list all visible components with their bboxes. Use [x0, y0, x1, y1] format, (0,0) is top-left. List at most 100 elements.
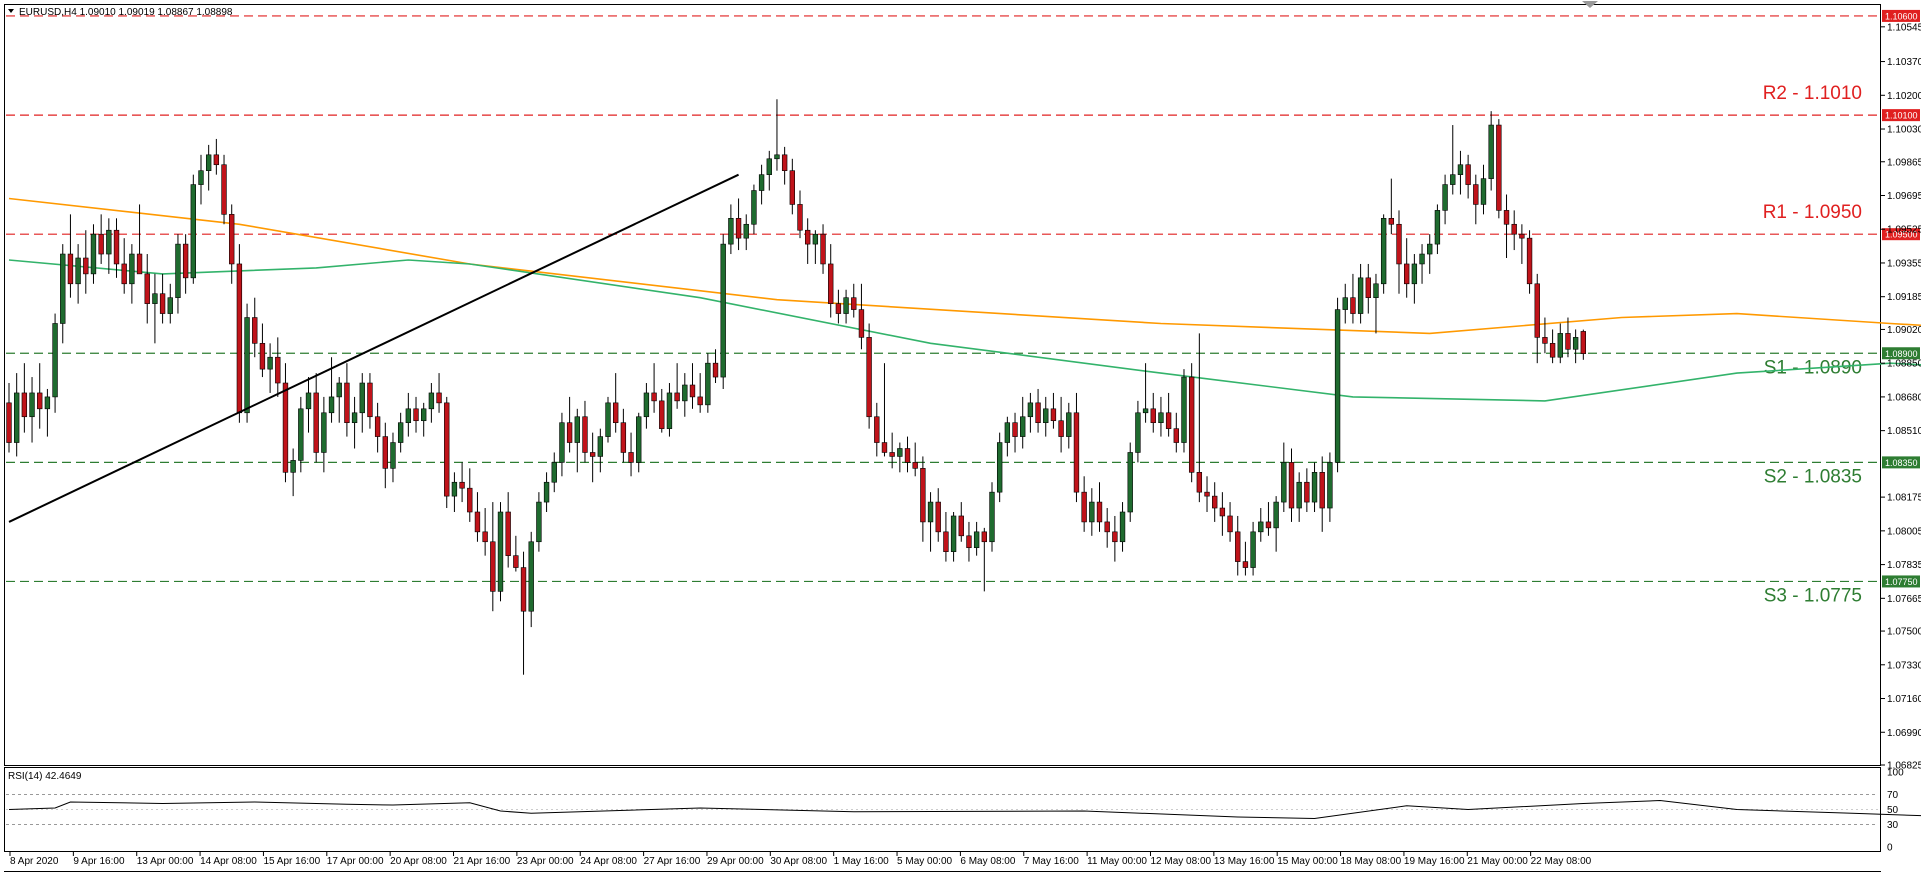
candle [421, 402, 427, 437]
price-tick-label: 1.10200 [1887, 91, 1921, 102]
candle-body-bear [651, 392, 657, 402]
candle-body-bull [536, 501, 542, 543]
candle [1158, 396, 1164, 437]
candle-body-bear [1465, 164, 1471, 185]
candle [566, 396, 573, 453]
price-tick-label: 1.09185 [1887, 292, 1921, 303]
level-label-s2: S2 - 1.0835 [1764, 466, 1862, 487]
candle-body-bull [1572, 337, 1579, 350]
price-tick-label: 1.09695 [1887, 191, 1921, 202]
candle [1288, 448, 1295, 522]
candle [551, 452, 557, 493]
candle-body-bear [935, 501, 941, 533]
candle-body-bull [766, 158, 772, 175]
candle [1511, 210, 1517, 251]
candle-body-bear [236, 263, 243, 414]
time-tick-label: 17 Apr 00:00 [327, 856, 384, 867]
candle [1081, 476, 1087, 532]
candle-body-bull [305, 392, 312, 410]
candle-body-bull [996, 442, 1003, 493]
candle-body-bull [666, 392, 673, 429]
price-tick-label: 1.08510 [1887, 426, 1921, 437]
candle-body-bull [743, 223, 749, 239]
scroll-marker-icon [1582, 1, 1598, 8]
candle [874, 402, 880, 457]
candle [1580, 329, 1587, 360]
candle [1404, 238, 1410, 298]
candle [1142, 363, 1149, 423]
price-tick-label: 1.09865 [1887, 157, 1921, 168]
candle-body-bull [44, 396, 51, 410]
time-tick-label: 24 Apr 08:00 [580, 856, 637, 867]
candle-body-bear [1050, 408, 1057, 422]
uptrend-line-april[interactable] [8, 173, 739, 523]
candle-body-bull [1442, 184, 1448, 211]
candle [927, 492, 934, 552]
candle [1135, 400, 1141, 463]
candle-body-bull [1334, 309, 1341, 463]
level-tag-s2 [1882, 456, 1920, 469]
candle-body-bear [282, 382, 289, 473]
candle [920, 456, 926, 542]
candle-body-bear [1304, 481, 1310, 503]
candle [298, 396, 304, 473]
level-tag-text-s1: 1.08900 [1885, 349, 1918, 359]
candle-body-bull [973, 531, 980, 549]
candle-body-bull [1127, 452, 1133, 513]
candle-body-bull [405, 408, 412, 424]
candle-body-bull [1557, 333, 1563, 358]
candle [129, 244, 135, 304]
candle-body-bull [989, 491, 995, 543]
candle [1572, 329, 1579, 364]
candle [636, 412, 642, 473]
candle-body-bear [674, 392, 680, 402]
price-tick-label: 1.07500 [1887, 627, 1921, 638]
candle [451, 472, 458, 512]
candle-body-bear [1058, 420, 1064, 437]
candle [144, 254, 150, 324]
candle-body-bull [1488, 124, 1494, 179]
candle [536, 492, 542, 552]
candle-body-bull [129, 253, 135, 285]
candle [513, 535, 519, 572]
triangle-down-icon[interactable] [8, 9, 14, 13]
time-tick-label: 21 Apr 16:00 [454, 856, 511, 867]
candle [628, 432, 634, 477]
time-tick-label: 13 Apr 00:00 [137, 856, 194, 867]
candle [1496, 119, 1502, 219]
candle [781, 146, 788, 185]
candle [1549, 329, 1556, 364]
candle [774, 99, 780, 171]
candle [113, 218, 120, 278]
candle [167, 283, 173, 324]
price-tick-label: 1.08850 [1887, 359, 1921, 370]
candle [1219, 492, 1226, 536]
candle [1503, 194, 1510, 259]
candle-body-bear [628, 452, 634, 463]
candle-body-bear [1288, 462, 1295, 509]
candle-body-bear [1496, 124, 1502, 211]
candle [881, 363, 888, 457]
candle [313, 373, 319, 463]
level-tag-s1 [1882, 347, 1920, 360]
candle [344, 363, 350, 437]
candle [83, 230, 89, 294]
time-tick-label: 15 Apr 16:00 [263, 856, 320, 867]
candle-body-bear [67, 253, 74, 285]
candle [1526, 230, 1533, 294]
candle [1396, 210, 1402, 294]
candle-body-bull [205, 154, 212, 171]
candle-body-bull [167, 297, 173, 314]
candle [236, 244, 243, 423]
price-tick-label: 1.06825 [1887, 761, 1921, 772]
candle-body-bear [1035, 402, 1041, 424]
candle-body-bear [1096, 501, 1103, 523]
candle [152, 273, 158, 344]
candle-body-bull [897, 448, 903, 457]
candle-body-bull [1258, 521, 1264, 533]
candle-body-bear [566, 422, 573, 443]
level-tag-r3 [1882, 9, 1920, 22]
time-tick-label: 12 May 08:00 [1150, 856, 1211, 867]
candle [175, 234, 181, 314]
candle-body-bear [482, 531, 488, 543]
